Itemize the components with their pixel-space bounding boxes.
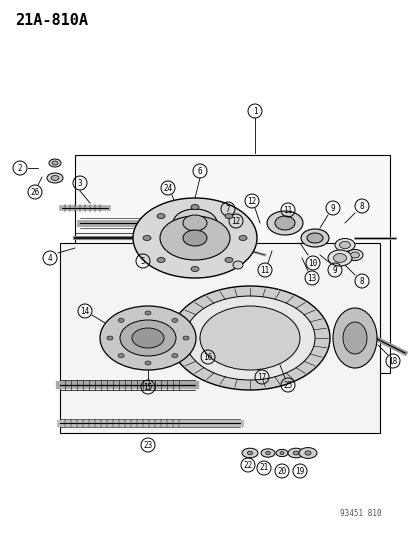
Ellipse shape [183,336,189,340]
Ellipse shape [260,449,274,457]
Text: 2: 2 [18,164,22,173]
Ellipse shape [238,236,247,240]
Text: 8: 8 [359,201,363,211]
Ellipse shape [171,354,178,358]
Ellipse shape [157,214,165,219]
Ellipse shape [224,257,233,262]
Ellipse shape [300,229,328,247]
Ellipse shape [157,257,165,262]
Ellipse shape [242,448,257,458]
Text: 7: 7 [225,205,230,214]
Ellipse shape [332,308,376,368]
Text: 5: 5 [140,256,145,265]
Text: 9: 9 [332,265,337,274]
Ellipse shape [132,328,164,348]
Ellipse shape [190,266,199,271]
Text: 3: 3 [78,179,82,188]
Ellipse shape [145,311,151,315]
Text: 19: 19 [294,466,304,475]
Text: 18: 18 [387,357,396,366]
Ellipse shape [52,161,58,165]
Text: 22: 22 [243,461,252,470]
Text: 6: 6 [197,166,202,175]
Ellipse shape [118,354,124,358]
Ellipse shape [47,173,63,183]
Ellipse shape [350,252,358,258]
Text: 10: 10 [308,259,317,268]
Ellipse shape [265,451,270,455]
Text: 4: 4 [47,254,52,262]
Text: 21: 21 [259,464,268,472]
Text: 21A-810A: 21A-810A [15,13,88,28]
Ellipse shape [100,306,195,370]
Ellipse shape [120,320,176,356]
Text: 15: 15 [143,383,152,392]
Text: 11: 11 [282,206,292,214]
Ellipse shape [145,361,151,365]
Polygon shape [75,155,389,373]
Text: 24: 24 [163,183,172,192]
Ellipse shape [159,216,230,260]
Ellipse shape [51,175,59,181]
Text: 9: 9 [330,204,335,213]
Text: 16: 16 [203,352,212,361]
Ellipse shape [274,216,294,230]
Ellipse shape [224,214,233,219]
Ellipse shape [346,249,362,261]
Ellipse shape [266,211,302,235]
Ellipse shape [170,286,329,390]
Ellipse shape [334,238,354,252]
Text: 11: 11 [260,265,269,274]
Text: 12: 12 [247,197,256,206]
Ellipse shape [339,241,350,248]
Ellipse shape [342,322,366,354]
Ellipse shape [304,451,310,455]
Ellipse shape [199,306,299,370]
Text: 23: 23 [143,440,152,449]
Text: 25: 25 [282,381,292,390]
Ellipse shape [247,451,252,455]
Text: 17: 17 [257,373,266,382]
Ellipse shape [279,451,283,455]
Ellipse shape [118,318,124,322]
Ellipse shape [142,236,151,240]
Ellipse shape [190,205,199,209]
Text: 13: 13 [306,273,316,282]
Text: 14: 14 [80,306,89,316]
Text: 20: 20 [277,466,286,475]
Ellipse shape [327,250,351,266]
Ellipse shape [173,209,216,237]
Text: 12: 12 [231,216,240,225]
Ellipse shape [107,336,113,340]
Ellipse shape [185,296,314,380]
Ellipse shape [133,198,256,278]
Ellipse shape [233,261,242,269]
Text: 8: 8 [359,277,363,286]
Ellipse shape [49,159,61,167]
Ellipse shape [292,451,298,455]
Ellipse shape [183,230,206,246]
Ellipse shape [275,449,287,457]
Ellipse shape [171,318,178,322]
Ellipse shape [332,254,346,262]
Ellipse shape [298,448,316,458]
Text: 93451 810: 93451 810 [339,509,381,518]
Text: 1: 1 [252,107,257,116]
Ellipse shape [183,215,206,231]
Text: 26: 26 [30,188,40,197]
Ellipse shape [287,448,303,458]
Ellipse shape [306,233,322,243]
Polygon shape [60,243,379,433]
